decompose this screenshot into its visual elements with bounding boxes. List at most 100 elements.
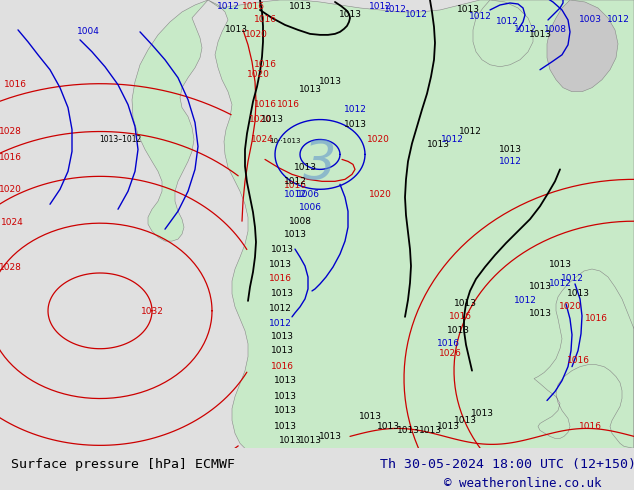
Text: 1016: 1016 — [0, 153, 22, 162]
Polygon shape — [473, 0, 533, 67]
Text: 1026: 1026 — [439, 349, 462, 358]
Text: 1020: 1020 — [366, 135, 389, 144]
Text: 1013: 1013 — [529, 30, 552, 39]
Text: 1028: 1028 — [0, 127, 22, 136]
Text: 1013: 1013 — [446, 326, 470, 335]
Text: 1012: 1012 — [469, 12, 491, 22]
Text: 1012: 1012 — [548, 279, 571, 289]
Text: 1013: 1013 — [273, 392, 297, 401]
Text: 1013: 1013 — [273, 422, 297, 431]
Text: 1006: 1006 — [297, 190, 320, 199]
Text: 3: 3 — [303, 138, 337, 191]
Polygon shape — [132, 0, 208, 241]
Text: 1016: 1016 — [271, 362, 294, 371]
Text: 1013–1012: 1013–1012 — [99, 135, 141, 144]
Text: 1016: 1016 — [448, 312, 472, 321]
Text: 1024: 1024 — [1, 218, 23, 227]
Text: 1013: 1013 — [396, 426, 420, 435]
Text: 1013: 1013 — [358, 412, 382, 421]
Text: 1016: 1016 — [436, 339, 460, 348]
Text: 1004: 1004 — [77, 27, 100, 36]
Text: 1012: 1012 — [607, 15, 630, 24]
Text: 1016: 1016 — [269, 274, 292, 284]
Text: 1013: 1013 — [427, 140, 450, 149]
Text: 1013: 1013 — [456, 5, 479, 15]
Text: 1012: 1012 — [514, 296, 536, 305]
Text: 1013: 1013 — [278, 436, 302, 445]
Text: 1016: 1016 — [4, 80, 27, 89]
Text: 1013: 1013 — [498, 145, 522, 154]
Text: 1012: 1012 — [458, 127, 481, 136]
Text: 1003: 1003 — [578, 15, 602, 24]
Text: 1016: 1016 — [567, 356, 590, 365]
Text: 1013: 1013 — [453, 416, 477, 425]
Text: 1013: 1013 — [344, 120, 366, 129]
Text: 1013: 1013 — [273, 376, 297, 385]
Text: 1013: 1013 — [273, 406, 297, 415]
Text: 1012: 1012 — [404, 10, 427, 20]
Text: 1013: 1013 — [283, 230, 306, 239]
Text: 1020: 1020 — [249, 115, 271, 124]
Text: 1008: 1008 — [288, 217, 311, 226]
Text: 1012: 1012 — [217, 2, 240, 11]
Text: 1006: 1006 — [299, 203, 321, 212]
Text: 1013: 1013 — [288, 2, 311, 11]
Text: 1008: 1008 — [543, 25, 567, 34]
Text: 1013: 1013 — [470, 409, 493, 418]
Text: 1012: 1012 — [498, 157, 521, 166]
Text: 1013: 1013 — [377, 422, 399, 431]
Text: 1020: 1020 — [0, 185, 22, 194]
Text: 1028: 1028 — [0, 263, 22, 271]
Text: 1032: 1032 — [141, 307, 164, 317]
Text: 1016: 1016 — [283, 181, 306, 190]
Text: 1013: 1013 — [318, 77, 342, 86]
Text: 1013: 1013 — [271, 290, 294, 298]
Text: © weatheronline.co.uk: © weatheronline.co.uk — [444, 477, 601, 490]
Text: 1016: 1016 — [254, 100, 276, 109]
Text: 1013: 1013 — [299, 85, 321, 94]
Text: 1012: 1012 — [269, 304, 292, 314]
Text: 1013: 1013 — [529, 282, 552, 292]
Text: 1013: 1013 — [299, 436, 321, 445]
Text: 1013: 1013 — [318, 432, 342, 441]
Text: 1013: 1013 — [436, 422, 460, 431]
Text: 1013: 1013 — [271, 332, 294, 341]
Text: 1013: 1013 — [548, 260, 571, 269]
Polygon shape — [208, 0, 634, 448]
Text: 1013: 1013 — [271, 346, 294, 355]
Text: 1016: 1016 — [254, 15, 276, 24]
Text: 1013: 1013 — [269, 260, 292, 269]
Text: 1013: 1013 — [529, 309, 552, 318]
Text: Th 30-05-2024 18:00 UTC (12+150): Th 30-05-2024 18:00 UTC (12+150) — [380, 458, 634, 471]
Text: 1012: 1012 — [283, 190, 306, 199]
Text: 1013: 1013 — [339, 10, 361, 20]
Text: 1020: 1020 — [245, 30, 268, 39]
Text: 1013: 1013 — [294, 163, 316, 172]
Text: Surface pressure [hPa] ECMWF: Surface pressure [hPa] ECMWF — [11, 458, 235, 471]
Text: 10··1013: 10··1013 — [269, 139, 301, 145]
Text: 1013: 1013 — [567, 290, 590, 298]
Text: 1020: 1020 — [368, 190, 391, 199]
Text: 1012: 1012 — [283, 177, 306, 186]
Text: 1016: 1016 — [276, 100, 299, 109]
Text: 1012: 1012 — [496, 18, 519, 26]
Text: 1020: 1020 — [247, 70, 269, 79]
Text: 1016: 1016 — [585, 314, 607, 323]
Text: 1016: 1016 — [242, 2, 264, 11]
Text: 1012: 1012 — [368, 2, 391, 11]
Text: 1012: 1012 — [384, 5, 406, 15]
Polygon shape — [547, 0, 618, 92]
Text: 1012: 1012 — [269, 319, 292, 328]
Text: 1016: 1016 — [578, 422, 602, 431]
Text: 1012: 1012 — [344, 105, 366, 114]
Text: 1016: 1016 — [254, 60, 276, 69]
Text: 1013: 1013 — [261, 115, 283, 124]
Text: 1013: 1013 — [224, 25, 247, 34]
Text: 1012: 1012 — [441, 135, 463, 144]
Text: 1013: 1013 — [418, 426, 441, 435]
Text: 1013: 1013 — [453, 299, 477, 308]
Text: 1013: 1013 — [271, 245, 294, 254]
Text: 1020: 1020 — [559, 302, 581, 311]
Text: 1012: 1012 — [560, 274, 583, 284]
Text: 1012: 1012 — [514, 25, 536, 34]
